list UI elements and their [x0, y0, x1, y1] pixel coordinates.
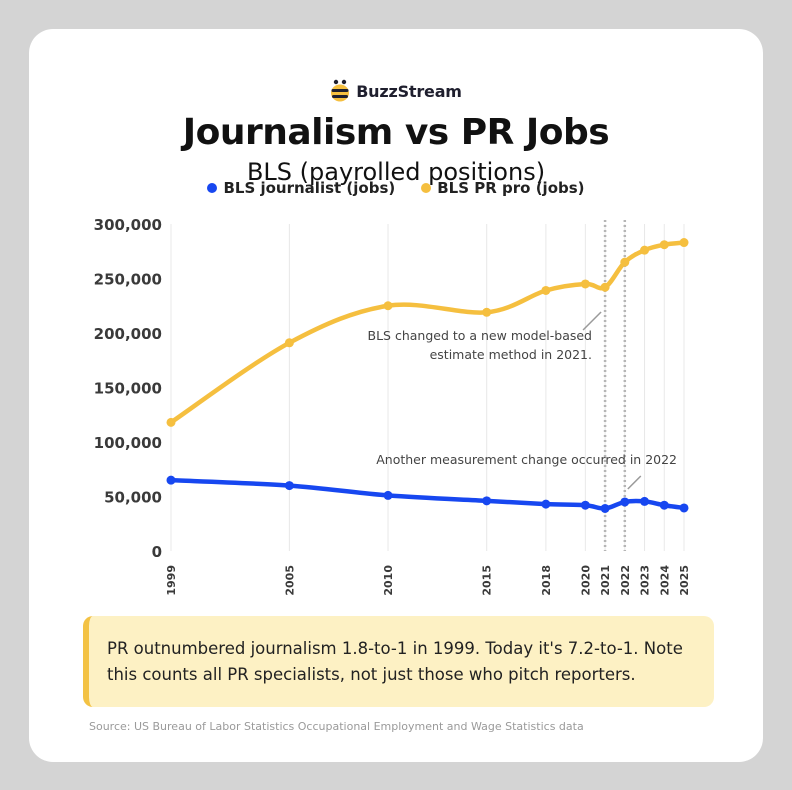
point-journalist-2010: [383, 490, 393, 500]
x-tick-label-2021: 2021: [599, 565, 612, 596]
x-tick-label-2010: 2010: [382, 565, 395, 596]
annotation-leader-2022: [627, 475, 642, 490]
x-tick-label-2020: 2020: [579, 565, 592, 596]
point-pr-2021: [600, 282, 610, 292]
point-pr-2024: [659, 240, 669, 250]
x-tick-label-2023: 2023: [639, 565, 652, 596]
series-line-journalist: [168, 477, 687, 511]
x-tick-label-1999: 1999: [165, 565, 178, 596]
chart-subtitle: BLS (payrolled positions): [246, 158, 546, 186]
chart-legend: BLS journalist (jobs) BLS PR pro (jobs): [0, 176, 792, 200]
point-pr-2020: [580, 279, 590, 289]
point-journalist-2025: [679, 503, 689, 513]
point-journalist-2018: [541, 499, 551, 509]
point-journalist-2021: [600, 503, 610, 513]
annotation-2021-line: estimate method in 2021.: [430, 347, 592, 362]
y-tick-label: 150,000: [94, 380, 162, 398]
legend-swatch-pr: [421, 183, 432, 193]
bee-icon: [331, 79, 350, 102]
point-pr-2015: [482, 307, 492, 317]
chart-title: Journalism vs PR Jobs: [182, 112, 610, 153]
brand-logo: BuzzStream: [29, 79, 763, 103]
point-pr-2023: [640, 245, 650, 255]
point-journalist-2024: [659, 500, 669, 510]
source-citation: Source: US Bureau of Labor Statistics Oc…: [89, 720, 584, 733]
point-pr-2025: [679, 238, 689, 248]
point-journalist-2020: [580, 500, 590, 510]
x-tick-label-2025: 2025: [678, 565, 691, 596]
point-journalist-1999: [166, 475, 176, 485]
legend-label-journalist: BLS journalist (jobs): [223, 179, 396, 197]
annotation-2021-line: BLS changed to a new model-based: [368, 328, 593, 343]
point-pr-2018: [541, 285, 551, 295]
legend-item-journalist: BLS journalist (jobs): [207, 179, 395, 197]
brand-name: BuzzStream: [356, 81, 462, 101]
annotation-2022-line: Another measurement change occurred in 2…: [376, 452, 677, 467]
y-tick-label: 100,000: [94, 434, 162, 452]
x-tick-label-2005: 2005: [283, 565, 296, 596]
point-pr-1999: [166, 417, 176, 427]
x-tick-label-2018: 2018: [540, 565, 553, 596]
y-tick-label: 200,000: [94, 325, 162, 343]
x-tick-label-2024: 2024: [658, 565, 671, 596]
legend-item-pr: BLS PR pro (jobs): [421, 179, 585, 197]
y-tick-label: 0: [152, 543, 162, 561]
callout-note: PR outnumbered journalism 1.8-to-1 in 19…: [83, 616, 714, 707]
point-pr-2005: [284, 338, 294, 348]
point-pr-2022: [620, 257, 630, 267]
y-tick-label: 300,000: [94, 216, 162, 234]
point-journalist-2015: [482, 496, 492, 506]
point-journalist-2005: [284, 481, 294, 491]
line-chart: 0 50,000 100,000 150,000 200,000 250,000 300,0…: [94, 216, 691, 596]
x-tick-label-2015: 2015: [481, 565, 494, 596]
y-tick-label: 250,000: [94, 271, 162, 289]
legend-swatch-journalist: [207, 183, 218, 193]
legend-label-pr: BLS PR pro (jobs): [437, 179, 585, 197]
annotation-leader-2021: [582, 311, 602, 331]
point-journalist-2023: [640, 496, 650, 506]
point-journalist-2022: [620, 497, 630, 507]
point-pr-2010: [383, 301, 393, 311]
y-tick-label: 50,000: [104, 489, 162, 507]
x-tick-label-2022: 2022: [619, 565, 632, 596]
